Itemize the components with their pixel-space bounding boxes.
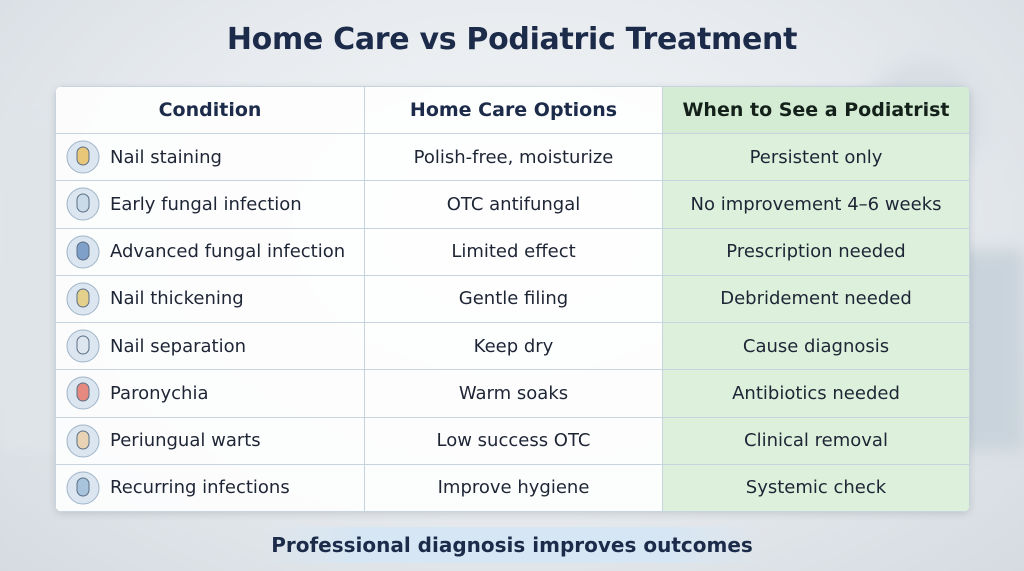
table-cell: Persistent only: [662, 132, 970, 182]
icon-nail: [76, 382, 90, 402]
table-body: Nail staining Polish-free, moisturize Pers…: [55, 132, 970, 512]
condition-cell: Early fungal infection: [56, 187, 364, 221]
column-header: When to See a Podiatrist: [662, 86, 970, 134]
table-cell: Systemic check: [662, 463, 970, 512]
condition-name: Recurring infections: [110, 477, 290, 499]
icon-nail: [76, 335, 90, 355]
title: Home Care vs Podiatric Treatment: [226, 22, 798, 57]
table-row: Recurring infections Improve hygiene Syste…: [55, 463, 970, 512]
table-cell: Nail separation: [55, 321, 365, 371]
table-cell: Cause diagnosis: [662, 321, 970, 371]
table-cell: Low success OTC: [364, 416, 663, 465]
condition-icon: [66, 424, 100, 458]
icon-nail: [76, 146, 90, 166]
table-cell: Debridement needed: [662, 274, 970, 324]
condition-cell: Paronychia: [56, 376, 364, 410]
condition-icon: [66, 329, 100, 363]
condition-icon: [66, 471, 100, 505]
condition-cell: Nail staining: [56, 140, 364, 174]
condition-name: Nail separation: [110, 335, 247, 357]
icon-nail: [76, 241, 90, 261]
table-cell: No improvement 4–6 weeks: [662, 180, 970, 229]
condition-name: Paronychia: [110, 382, 209, 404]
table-row: Nail thickening Gentle filing Debridement …: [55, 274, 970, 324]
table-cell: Keep dry: [364, 321, 663, 371]
condition-cell: Advanced fungal infection: [56, 235, 364, 269]
footer-note: Professional diagnosis improves outcomes: [262, 527, 762, 563]
table-row: Nail staining Polish-free, moisturize Pers…: [55, 132, 970, 182]
table-cell: OTC antifungal: [364, 180, 663, 229]
table-cell: Periungual warts: [55, 416, 365, 465]
table-cell: Polish-free, moisturize: [364, 132, 663, 182]
condition-icon: [66, 376, 100, 410]
table-cell: Clinical removal: [662, 416, 970, 465]
table-row: Periungual warts Low success OTC Clinical …: [55, 416, 970, 465]
column-header: Condition: [55, 86, 365, 134]
condition-icon: [66, 187, 100, 221]
condition-icon: [66, 282, 100, 316]
condition-name: Early fungal infection: [110, 193, 302, 215]
header-row: Condition Home Care Options When to See a …: [55, 86, 970, 134]
table-cell: Recurring infections: [55, 463, 365, 512]
condition-icon: [66, 140, 100, 174]
table-cell: Limited effect: [364, 227, 663, 276]
table-cell: Paronychia: [55, 369, 365, 418]
table-cell: Warm soaks: [364, 369, 663, 418]
table-row: Paronychia Warm soaks Antibiotics needed: [55, 369, 970, 418]
table-cell: Nail thickening: [55, 274, 365, 324]
icon-nail: [76, 430, 90, 450]
condition-cell: Nail thickening: [56, 282, 364, 316]
table-row: Advanced fungal infection Limited effect P…: [55, 227, 970, 276]
condition-name: Nail staining: [110, 146, 222, 168]
table-cell: Nail staining: [55, 132, 365, 182]
table-cell: Antibiotics needed: [662, 369, 970, 418]
condition-name: Periungual warts: [110, 430, 261, 452]
table-cell: Early fungal infection: [55, 180, 365, 229]
table-cell: Advanced fungal infection: [55, 227, 365, 276]
icon-nail: [76, 288, 90, 308]
table-cell: Improve hygiene: [364, 463, 663, 512]
table-cell: Gentle filing: [364, 274, 663, 324]
background-shape: [0, 120, 60, 450]
condition-name: Nail thickening: [110, 288, 244, 310]
table-cell: Prescription needed: [662, 227, 970, 276]
column-header: Home Care Options: [364, 86, 663, 134]
icon-nail: [76, 477, 90, 497]
condition-icon: [66, 235, 100, 269]
table-row: Early fungal infection OTC antifungal No i…: [55, 180, 970, 229]
condition-cell: Nail separation: [56, 329, 364, 363]
table-row: Nail separation Keep dry Cause diagnosis: [55, 321, 970, 371]
condition-cell: Recurring infections: [56, 471, 364, 505]
comparison-table: Condition Home Care Options When to See a …: [55, 86, 970, 512]
icon-nail: [76, 193, 90, 213]
condition-cell: Periungual warts: [56, 424, 364, 458]
condition-name: Advanced fungal infection: [110, 241, 346, 263]
